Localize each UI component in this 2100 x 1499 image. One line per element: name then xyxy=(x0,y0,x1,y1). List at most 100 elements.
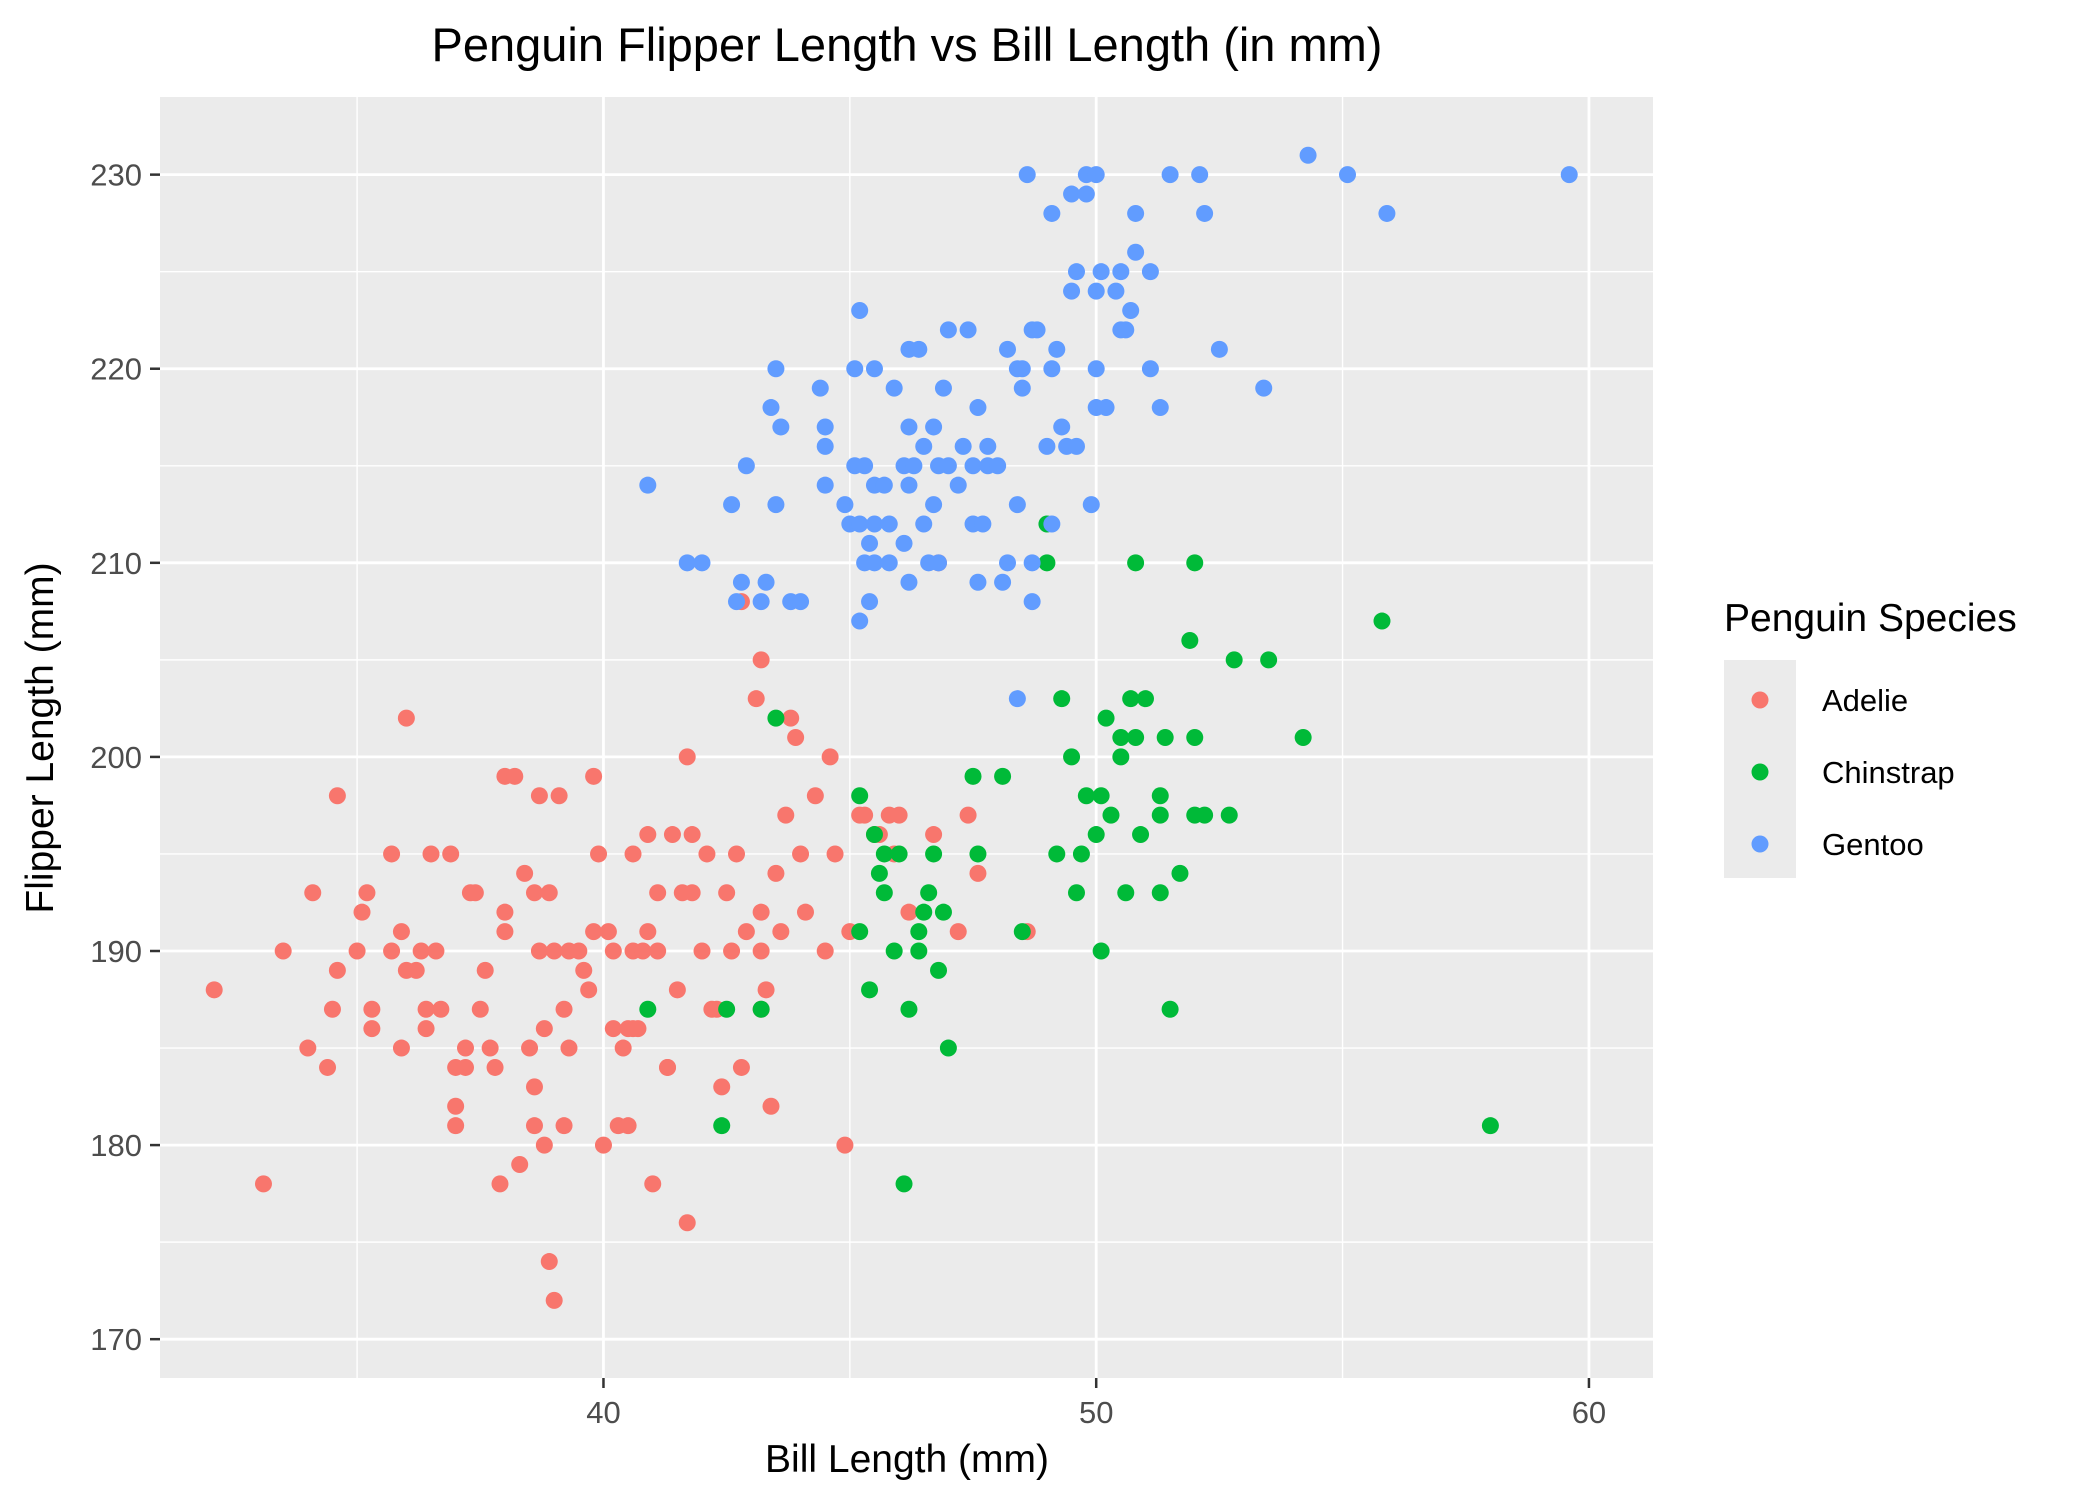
point-gentoo xyxy=(1141,263,1159,281)
point-chinstrap xyxy=(851,923,869,941)
point-gentoo xyxy=(752,593,770,611)
point-gentoo xyxy=(1082,496,1100,514)
point-adelie xyxy=(319,1058,337,1076)
x-tick-label: 50 xyxy=(1079,1395,1113,1430)
point-adelie xyxy=(723,942,741,960)
point-gentoo xyxy=(939,457,957,475)
point-gentoo xyxy=(1161,166,1179,184)
point-chinstrap xyxy=(934,903,952,921)
point-adelie xyxy=(826,845,844,863)
point-chinstrap xyxy=(1117,884,1135,902)
point-adelie xyxy=(925,826,943,844)
point-adelie xyxy=(787,729,805,746)
point-chinstrap xyxy=(1048,845,1066,863)
point-adelie xyxy=(412,942,430,960)
point-adelie xyxy=(407,961,425,979)
legend-title: Penguin Species xyxy=(1724,597,2017,640)
point-gentoo xyxy=(1008,690,1026,708)
point-chinstrap xyxy=(1161,1000,1179,1018)
point-gentoo xyxy=(851,515,869,533)
point-adelie xyxy=(417,1020,435,1038)
point-gentoo xyxy=(762,399,780,417)
point-adelie xyxy=(304,884,322,902)
point-adelie xyxy=(427,942,445,960)
point-gentoo xyxy=(1122,302,1140,319)
point-gentoo xyxy=(930,554,948,572)
point-adelie xyxy=(511,1156,529,1173)
point-adelie xyxy=(782,709,800,727)
point-adelie xyxy=(525,884,543,902)
point-gentoo xyxy=(772,418,790,436)
y-axis-title: Flipper Length (mm) xyxy=(19,562,62,913)
point-chinstrap xyxy=(1063,748,1081,766)
point-adelie xyxy=(599,923,617,941)
point-gentoo xyxy=(737,457,755,475)
point-gentoo xyxy=(1087,282,1105,300)
point-gentoo xyxy=(851,612,869,630)
point-gentoo xyxy=(1255,379,1273,397)
point-gentoo xyxy=(865,360,883,378)
point-gentoo xyxy=(723,496,741,514)
point-chinstrap xyxy=(875,845,893,863)
point-chinstrap xyxy=(915,903,933,921)
point-adelie xyxy=(949,923,967,941)
point-chinstrap xyxy=(930,961,948,979)
point-gentoo xyxy=(979,437,997,455)
point-adelie xyxy=(757,981,775,999)
y-tick-label: 230 xyxy=(90,158,142,193)
point-gentoo xyxy=(939,321,957,339)
legend: Penguin Species Adelie Chinstrap Gentoo xyxy=(1724,597,2017,878)
point-adelie xyxy=(732,1058,750,1076)
point-chinstrap xyxy=(1171,864,1189,882)
point-adelie xyxy=(594,1136,612,1154)
point-gentoo xyxy=(1191,166,1209,184)
point-adelie xyxy=(550,787,568,805)
point-gentoo xyxy=(865,554,883,572)
point-adelie xyxy=(555,1117,573,1135)
point-gentoo xyxy=(934,379,952,397)
legend-label-gentoo: Gentoo xyxy=(1822,827,1924,862)
point-adelie xyxy=(639,923,657,941)
point-gentoo xyxy=(969,399,987,417)
point-adelie xyxy=(545,942,563,960)
legend-label-adelie: Adelie xyxy=(1822,683,1908,718)
x-axis: 40 50 60 xyxy=(586,1378,1606,1430)
point-adelie xyxy=(590,845,608,863)
point-gentoo xyxy=(846,360,864,378)
point-chinstrap xyxy=(1127,554,1145,572)
point-chinstrap xyxy=(875,884,893,902)
point-adelie xyxy=(806,787,824,805)
y-tick-label: 200 xyxy=(90,740,142,775)
point-adelie xyxy=(767,864,785,882)
point-adelie xyxy=(663,826,681,844)
point-chinstrap xyxy=(1151,806,1169,824)
point-adelie xyxy=(447,1117,465,1135)
point-adelie xyxy=(718,884,736,902)
point-chinstrap xyxy=(1127,729,1145,746)
point-gentoo xyxy=(974,515,992,533)
point-chinstrap xyxy=(752,1000,770,1018)
point-adelie xyxy=(363,1000,381,1018)
point-gentoo xyxy=(1048,340,1066,358)
point-chinstrap xyxy=(851,787,869,805)
point-adelie xyxy=(521,1039,539,1057)
point-adelie xyxy=(397,709,415,727)
point-adelie xyxy=(570,942,588,960)
point-gentoo xyxy=(732,573,750,591)
point-adelie xyxy=(358,884,376,902)
point-adelie xyxy=(555,1000,573,1018)
point-gentoo xyxy=(767,360,785,378)
point-chinstrap xyxy=(1112,729,1130,746)
point-chinstrap xyxy=(920,884,938,902)
point-adelie xyxy=(580,981,598,999)
point-adelie xyxy=(777,806,795,824)
point-chinstrap xyxy=(910,923,928,941)
point-gentoo xyxy=(1097,399,1115,417)
point-gentoo xyxy=(875,476,893,494)
point-adelie xyxy=(796,903,814,921)
point-adelie xyxy=(422,845,440,863)
point-gentoo xyxy=(1151,399,1169,417)
point-chinstrap xyxy=(1186,729,1204,746)
point-adelie xyxy=(752,903,770,921)
